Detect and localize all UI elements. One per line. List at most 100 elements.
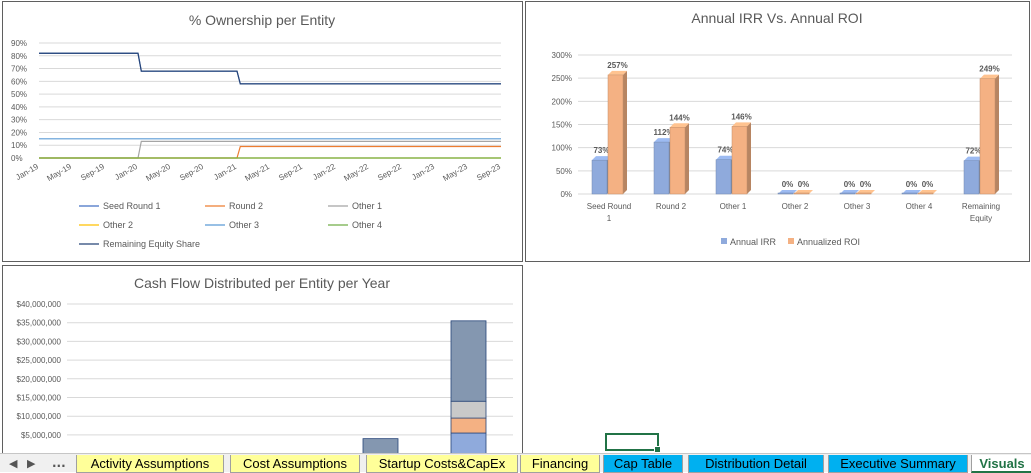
- y-tick-label: 300%: [552, 51, 572, 60]
- x-tick-label: May-22: [342, 162, 370, 183]
- series-line: [39, 140, 501, 159]
- x-tick-label: May-23: [441, 162, 469, 183]
- x-tick-label: Round 2: [656, 202, 687, 211]
- data-label: 0%: [798, 180, 810, 189]
- y-tick-label: 200%: [552, 97, 572, 106]
- x-tick-label: Seed Round: [587, 202, 631, 211]
- y-tick-label: 250%: [552, 74, 572, 83]
- chart-title: % Ownership per Entity: [189, 12, 335, 28]
- x-tick-label: Jan-21: [212, 162, 238, 182]
- tab-activity-assumptions[interactable]: Activity Assumptions: [76, 455, 224, 473]
- legend-label: Round 2: [229, 201, 263, 211]
- legend-label: Other 2: [103, 220, 133, 230]
- tab-scroll-right-icon[interactable]: ▶: [27, 457, 36, 470]
- tab-startup-costs-capex[interactable]: Startup Costs&CapEx: [366, 455, 518, 473]
- data-label: 144%: [669, 113, 689, 122]
- irr-roi-chart[interactable]: Annual IRR Vs. Annual ROI 0% 50% 100% 150% 20…: [525, 1, 1030, 262]
- x-tick-label: May-21: [243, 162, 271, 183]
- bar: [607, 74, 624, 195]
- y-tick-label: $15,000,000: [17, 394, 62, 403]
- y-tick-label: 0%: [11, 154, 23, 163]
- x-tick-label: 1: [607, 214, 612, 223]
- legend-label: Other 4: [352, 220, 382, 230]
- tab-scroll-left-icon[interactable]: ◀: [9, 457, 18, 470]
- bar-top: [608, 70, 627, 75]
- y-tick-label: 90%: [11, 39, 27, 48]
- x-tick-label: Sep-21: [277, 162, 304, 183]
- tab-executive-summary[interactable]: Executive Summary: [828, 455, 968, 473]
- bar: [591, 159, 608, 195]
- y-tick-label: $30,000,000: [17, 337, 62, 346]
- x-tick-label: Remaining: [962, 202, 1000, 211]
- x-tick-label: Other 1: [720, 202, 747, 211]
- y-tick-label: 80%: [11, 52, 27, 61]
- y-tick-label: $10,000,000: [17, 412, 62, 421]
- x-tick-label: Other 3: [844, 202, 871, 211]
- bar: [839, 192, 856, 195]
- tab-cap-table[interactable]: Cap Table: [603, 455, 683, 473]
- bar: [669, 127, 686, 195]
- y-tick-label: 50%: [556, 167, 572, 176]
- bar-side: [747, 122, 751, 194]
- tab-visuals[interactable]: Visuals: [971, 455, 1031, 473]
- ownership-chart[interactable]: % Ownership per Entity 0% 10% 20% 30% 40% 50% 6…: [2, 1, 523, 262]
- y-tick-label: 150%: [552, 121, 572, 130]
- x-tick-label: Jan-20: [113, 162, 139, 182]
- legend-label: Annualized ROI: [797, 237, 860, 247]
- chart-title: Annual IRR Vs. Annual ROI: [691, 10, 862, 26]
- legend-label: Other 1: [352, 201, 382, 211]
- data-label: 112%: [653, 128, 673, 137]
- cash-flow-chart-svg: Cash Flow Distributed per Entity per Yea…: [17, 275, 513, 454]
- bar: [653, 141, 670, 195]
- bar-top: [592, 156, 611, 161]
- cash-flow-chart[interactable]: Cash Flow Distributed per Entity per Yea…: [2, 265, 523, 460]
- data-label: 249%: [979, 65, 999, 74]
- selected-cell[interactable]: [605, 433, 661, 453]
- stack-segment: [362, 438, 399, 454]
- series-line: [39, 52, 501, 85]
- y-tick-label: 50%: [11, 90, 27, 99]
- legend-swatch: [788, 238, 794, 244]
- data-label: 0%: [844, 180, 856, 189]
- x-tick-label: Jan-19: [14, 162, 40, 182]
- y-tick-label: $35,000,000: [17, 319, 62, 328]
- y-tick-label: $40,000,000: [17, 300, 62, 309]
- y-tick-label: $25,000,000: [17, 356, 62, 365]
- bar: [793, 192, 810, 195]
- data-label: 0%: [922, 180, 934, 189]
- x-tick-label: Equity: [970, 214, 992, 223]
- legend-swatch: [721, 238, 727, 244]
- tab-cost-assumptions[interactable]: Cost Assumptions: [230, 455, 360, 473]
- tab-more-button[interactable]: ...: [52, 456, 66, 470]
- bar-side: [685, 123, 689, 194]
- y-tick-label: 0%: [560, 190, 572, 199]
- bar: [901, 192, 918, 195]
- bar-top: [654, 138, 673, 143]
- y-tick-label: 30%: [11, 116, 27, 125]
- y-tick-label: 100%: [552, 144, 572, 153]
- y-tick-label: $5,000,000: [21, 431, 62, 440]
- legend-label: Remaining Equity Share: [103, 239, 200, 249]
- bar: [855, 192, 872, 195]
- y-tick-label: 70%: [11, 65, 27, 74]
- stack-segment: [450, 432, 487, 454]
- bar-top: [980, 74, 999, 79]
- y-tick-label: 40%: [11, 103, 27, 112]
- chart-title: Cash Flow Distributed per Entity per Yea…: [134, 275, 390, 291]
- tab-financing[interactable]: Financing: [520, 455, 600, 473]
- data-label: 74%: [717, 146, 733, 155]
- tab-distribution-detail[interactable]: Distribution Detail: [688, 455, 824, 473]
- ownership-chart-svg: % Ownership per Entity 0% 10% 20% 30% 40% 50% 6…: [11, 12, 502, 249]
- irr-roi-chart-svg: Annual IRR Vs. Annual ROI 0% 50% 100% 150% 20…: [552, 10, 1012, 247]
- bar: [715, 159, 732, 195]
- data-label: 73%: [593, 146, 609, 155]
- stack-segment: [450, 417, 487, 434]
- bar-top: [716, 155, 735, 160]
- x-tick-label: Sep-19: [79, 162, 106, 183]
- y-tick-label: $20,000,000: [17, 375, 62, 384]
- data-label: 0%: [860, 180, 872, 189]
- bar-side: [623, 70, 627, 194]
- bar: [777, 192, 794, 195]
- stack-segment: [450, 320, 487, 402]
- legend-label: Other 3: [229, 220, 259, 230]
